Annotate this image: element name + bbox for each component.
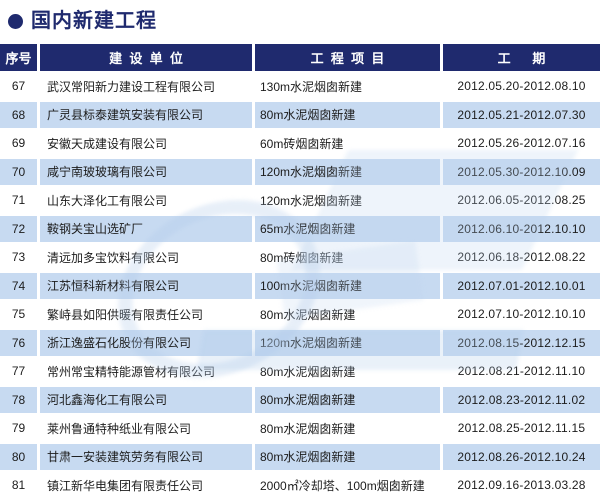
row-construction-period: 2012.05.21-2012.07.30: [443, 101, 600, 128]
table-row[interactable]: 79 莱州鲁通特种纸业有限公司 80m水泥烟囱新建 2012.08.25-201…: [0, 415, 600, 441]
row-project-item: 60m砖烟囱新建: [260, 136, 344, 151]
row-serial-number: 77: [11, 364, 26, 378]
projects-table: 序号 建 设 单 位 工 程 项 目 工 期 67 武汉常阳新力建设工程有限公司…: [0, 44, 600, 501]
row-construction-unit: 繁峙县如阳供暖有限责任公司: [47, 307, 204, 322]
table-row[interactable]: 77 常州常宝精特能源管材有限公司 80m水泥烟囱新建 2012.08.21-2…: [0, 358, 600, 384]
row-construction-period: 2012.05.26-2012.07.16: [457, 136, 586, 150]
row-project-item: 65m水泥烟囱新建: [255, 215, 440, 242]
table-header-row: 序号 建 设 单 位 工 程 项 目 工 期: [0, 44, 600, 71]
row-project-item: 120m水泥烟囱新建: [255, 158, 440, 185]
row-project-item: 130m水泥烟囱新建: [260, 79, 363, 94]
row-project-item: 120m水泥烟囱新建: [260, 193, 363, 208]
row-serial-number: 78: [0, 386, 37, 413]
row-serial-number: 74: [0, 272, 37, 299]
header-construction-period: 工 期: [443, 44, 600, 71]
row-construction-period: 2012.08.21-2012.11.10: [457, 364, 586, 378]
row-construction-period: 2012.08.15-2012.12.15: [443, 329, 600, 356]
row-construction-unit: 咸宁南玻玻璃有限公司: [40, 158, 252, 185]
row-serial-number: 69: [11, 136, 26, 150]
row-construction-unit: 安徽天成建设有限公司: [47, 136, 168, 151]
row-construction-period: 2012.07.01-2012.10.01: [443, 272, 600, 299]
row-construction-period: 2012.08.26-2012.10.24: [443, 443, 600, 470]
row-construction-period: 2012.08.25-2012.11.15: [457, 421, 586, 435]
table-row[interactable]: 73 清远加多宝饮料有限公司 80m砖烟囱新建 2012.06.18-2012.…: [0, 244, 600, 270]
row-construction-unit: 镇江新华电集团有限责任公司: [47, 478, 204, 493]
row-construction-period: 2012.07.10-2012.10.10: [457, 307, 586, 321]
row-project-item: 80m水泥烟囱新建: [260, 421, 356, 436]
row-construction-unit: 甘肃一安装建筑劳务有限公司: [40, 443, 252, 470]
row-serial-number: 73: [11, 250, 26, 264]
row-construction-unit: 鞍钢关宝山选矿厂: [40, 215, 252, 242]
row-construction-period: 2012.06.18-2012.08.22: [457, 250, 586, 264]
row-serial-number: 70: [0, 158, 37, 185]
table-body: 67 武汉常阳新力建设工程有限公司 130m水泥烟囱新建 2012.05.20-…: [0, 73, 600, 498]
header-serial-number: 序号: [0, 44, 37, 71]
row-construction-unit: 常州常宝精特能源管材有限公司: [47, 364, 216, 379]
table-row[interactable]: 67 武汉常阳新力建设工程有限公司 130m水泥烟囱新建 2012.05.20-…: [0, 73, 600, 99]
row-construction-unit: 广灵县标泰建筑安装有限公司: [40, 101, 252, 128]
row-construction-unit: 河北鑫海化工有限公司: [40, 386, 252, 413]
table-row[interactable]: 76 浙江逸盛石化股份有限公司 120m水泥烟囱新建 2012.08.15-20…: [0, 329, 600, 356]
table-row[interactable]: 69 安徽天成建设有限公司 60m砖烟囱新建 2012.05.26-2012.0…: [0, 130, 600, 156]
row-project-item: 120m水泥烟囱新建: [255, 329, 440, 356]
row-construction-period: 2012.09.16-2013.03.28: [457, 478, 586, 492]
row-project-item: 80m水泥烟囱新建: [255, 443, 440, 470]
table-row[interactable]: 74 江苏恒科新材料有限公司 100m水泥烟囱新建 2012.07.01-201…: [0, 272, 600, 299]
row-construction-period: 2012.06.10-2012.10.10: [443, 215, 600, 242]
page-title-text: 国内新建工程: [31, 10, 157, 32]
row-project-item: 100m水泥烟囱新建: [255, 272, 440, 299]
row-construction-unit: 莱州鲁通特种纸业有限公司: [47, 421, 192, 436]
row-serial-number: 72: [0, 215, 37, 242]
row-serial-number: 80: [0, 443, 37, 470]
table-row[interactable]: 68 广灵县标泰建筑安装有限公司 80m水泥烟囱新建 2012.05.21-20…: [0, 101, 600, 128]
row-serial-number: 68: [0, 101, 37, 128]
row-serial-number: 76: [0, 329, 37, 356]
row-construction-unit: 清远加多宝饮料有限公司: [47, 250, 180, 265]
table-row[interactable]: 71 山东大泽化工有限公司 120m水泥烟囱新建 2012.06.05-2012…: [0, 187, 600, 213]
row-project-item: 80m水泥烟囱新建: [255, 386, 440, 413]
bullet-circle-icon: [8, 13, 23, 29]
row-construction-unit: 江苏恒科新材料有限公司: [40, 272, 252, 299]
row-serial-number: 67: [11, 79, 26, 93]
table-row[interactable]: 70 咸宁南玻玻璃有限公司 120m水泥烟囱新建 2012.05.30-2012…: [0, 158, 600, 185]
row-project-item: 80m水泥烟囱新建: [255, 101, 440, 128]
row-project-item: 2000㎡冷却塔、100m烟囱新建: [260, 478, 425, 493]
row-serial-number: 79: [11, 421, 26, 435]
row-serial-number: 81: [11, 478, 26, 492]
table-row[interactable]: 78 河北鑫海化工有限公司 80m水泥烟囱新建 2012.08.23-2012.…: [0, 386, 600, 413]
row-serial-number: 71: [11, 193, 26, 207]
row-construction-unit: 浙江逸盛石化股份有限公司: [40, 329, 252, 356]
row-construction-period: 2012.06.05-2012.08.25: [457, 193, 586, 207]
row-project-item: 80m砖烟囱新建: [260, 250, 344, 265]
row-construction-period: 2012.05.20-2012.08.10: [457, 79, 586, 93]
table-row[interactable]: 75 繁峙县如阳供暖有限责任公司 80m水泥烟囱新建 2012.07.10-20…: [0, 301, 600, 327]
table-row[interactable]: 81 镇江新华电集团有限责任公司 2000㎡冷却塔、100m烟囱新建 2012.…: [0, 472, 600, 498]
row-construction-period: 2012.05.30-2012.10.09: [443, 158, 600, 185]
row-project-item: 80m水泥烟囱新建: [260, 307, 356, 322]
header-project-item: 工 程 项 目: [255, 44, 440, 71]
table-row[interactable]: 72 鞍钢关宝山选矿厂 65m水泥烟囱新建 2012.06.10-2012.10…: [0, 215, 600, 242]
page-title: 国内新建工程: [8, 7, 157, 35]
row-project-item: 80m水泥烟囱新建: [260, 364, 356, 379]
header-construction-unit: 建 设 单 位: [40, 44, 252, 71]
row-serial-number: 75: [11, 307, 26, 321]
row-construction-unit: 山东大泽化工有限公司: [47, 193, 168, 208]
row-construction-period: 2012.08.23-2012.11.02: [443, 386, 600, 413]
row-construction-unit: 武汉常阳新力建设工程有限公司: [47, 79, 216, 94]
table-row[interactable]: 80 甘肃一安装建筑劳务有限公司 80m水泥烟囱新建 2012.08.26-20…: [0, 443, 600, 470]
